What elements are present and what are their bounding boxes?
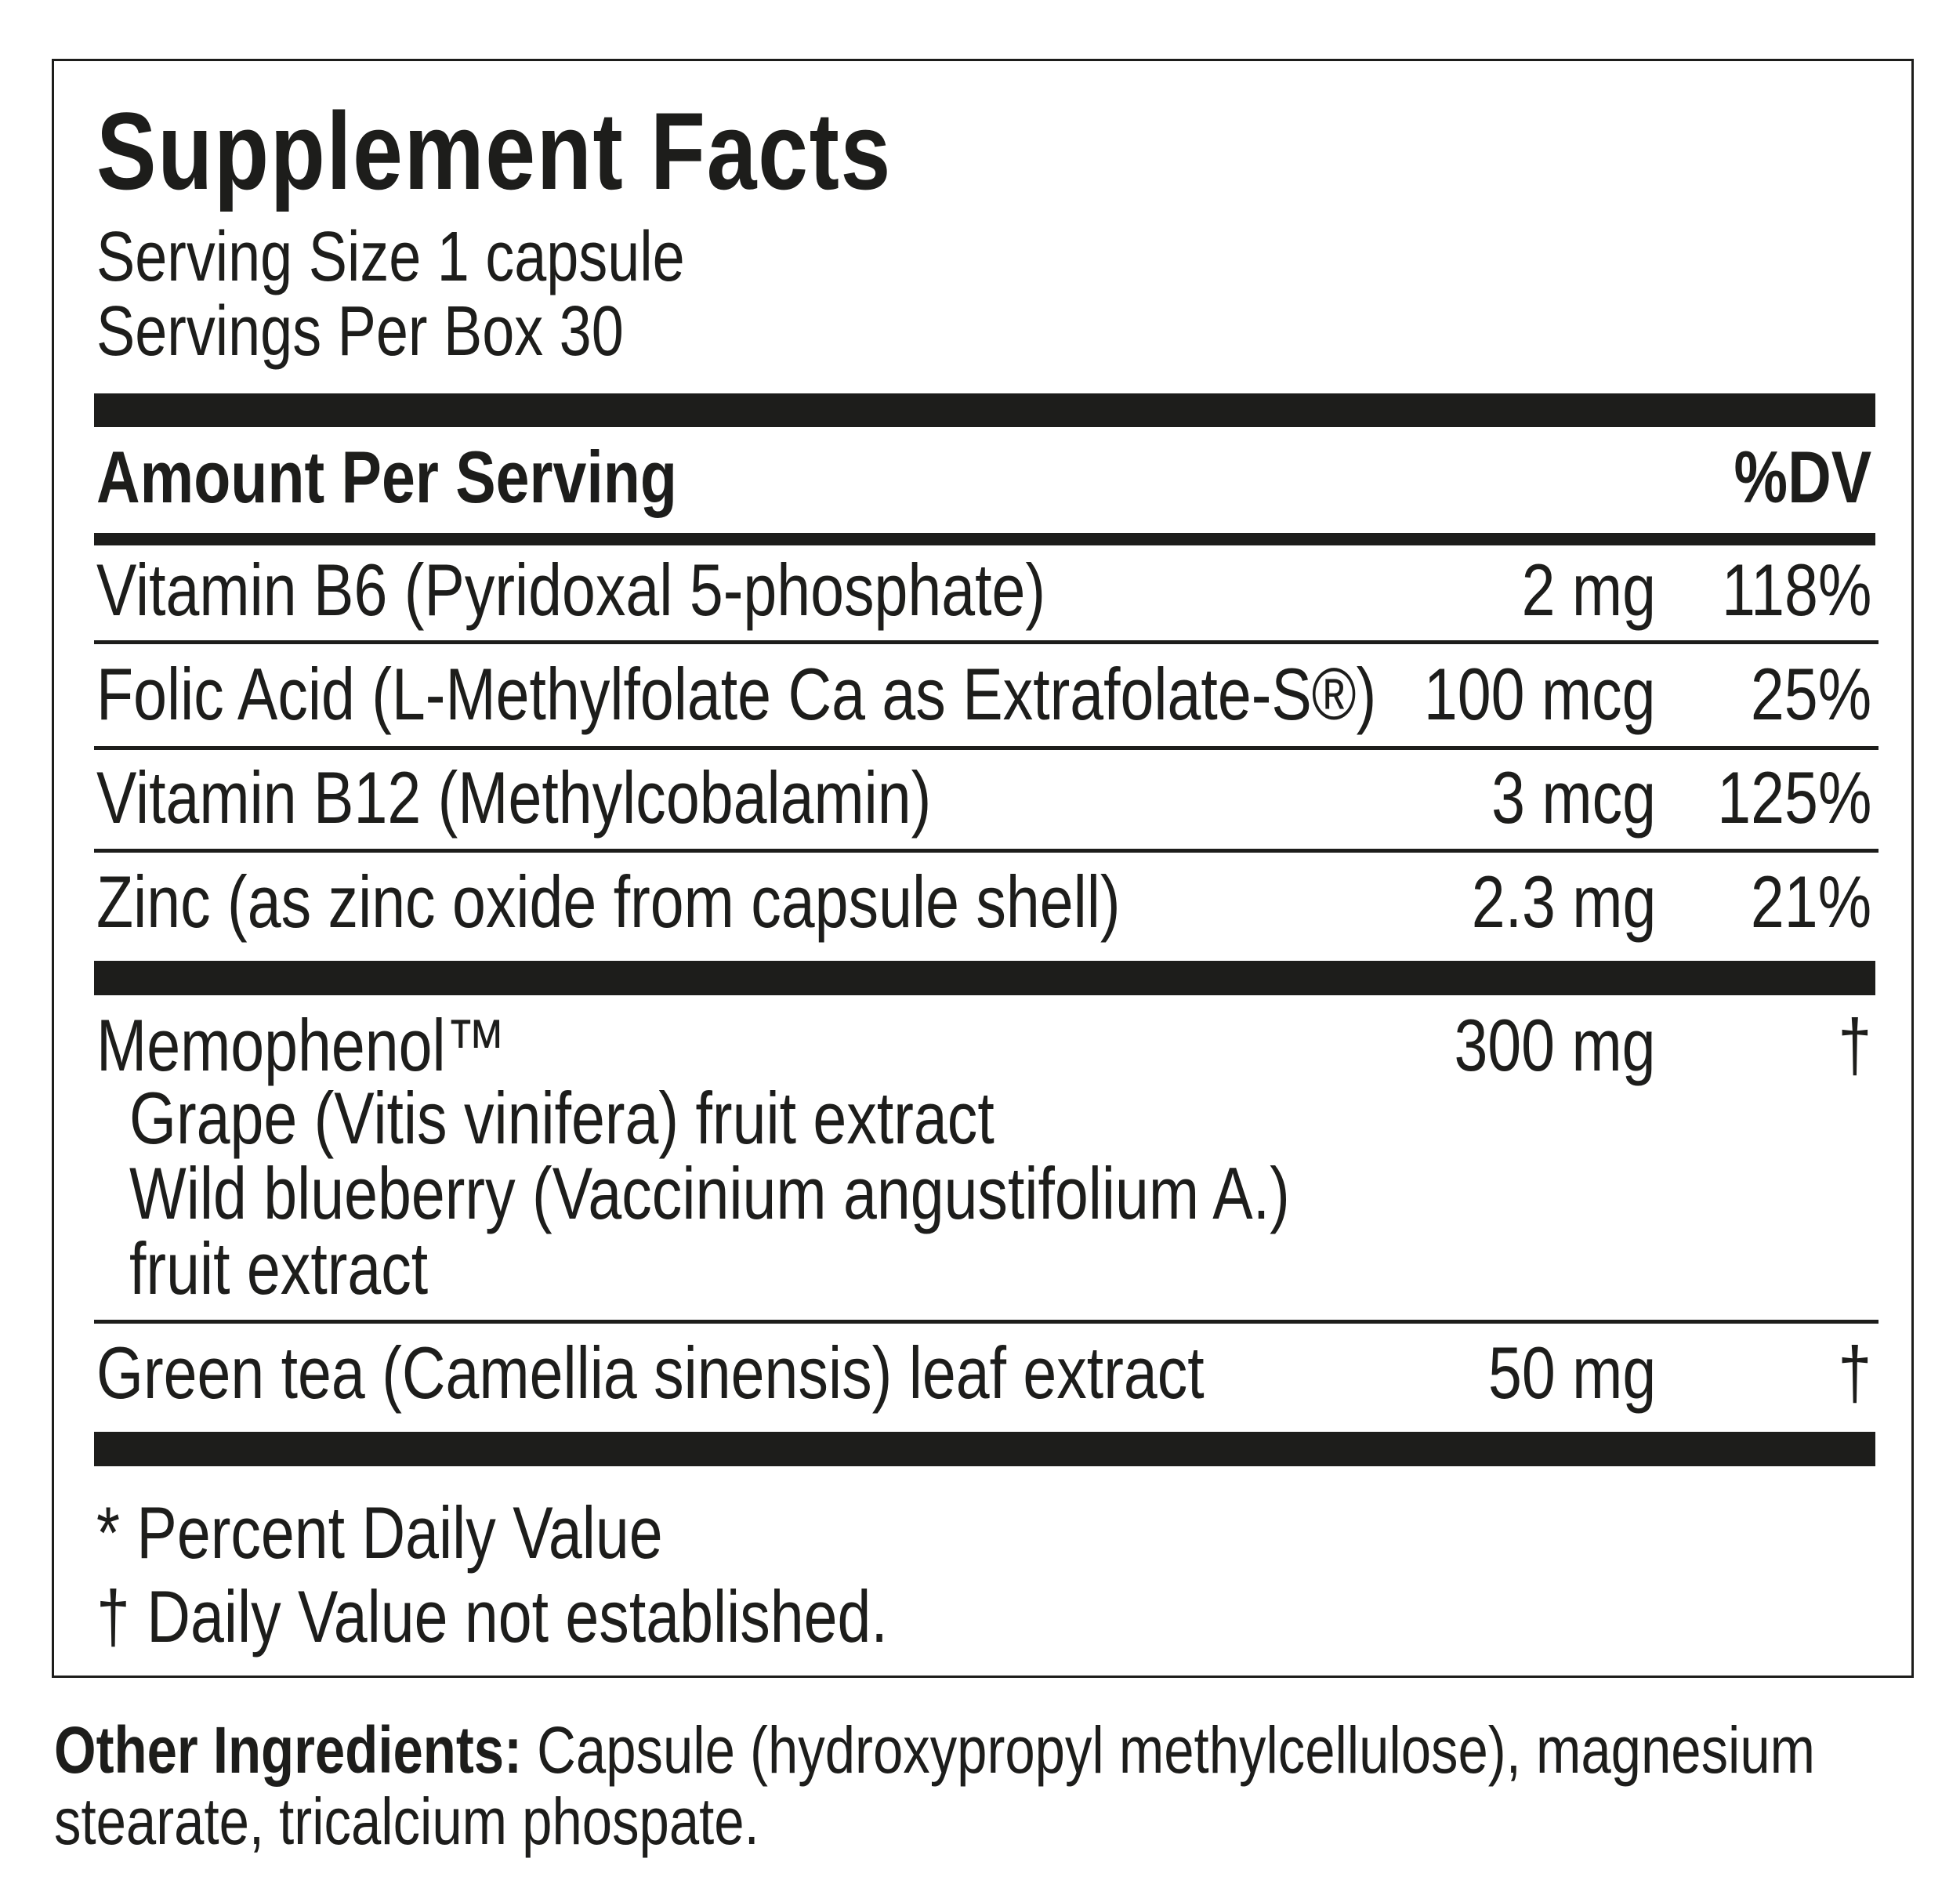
blend-name: Memophenol™ [96,1004,506,1086]
nutrient-dv: 118% [1721,549,1871,631]
nutrient-amount: 2 mg [1521,549,1656,631]
nutrient-dv: 125% [1716,756,1871,839]
ingredient-amount: 50 mg [1487,1331,1656,1414]
panel-title: Supplement Facts [96,89,892,212]
nutrient-amount: 100 mcg [1424,653,1656,735]
nutrient-dv: 25% [1750,653,1871,735]
medium-divider [94,533,1875,545]
blend-amount: 300 mg [1454,1004,1656,1086]
serving-size: Serving Size 1 capsule [96,218,685,296]
blend-ingredient: Wild blueberry (Vaccinium angustifolium … [129,1152,1290,1234]
row-divider [94,640,1878,644]
nutrient-name: Zinc (as zinc oxide from capsule shell) [96,860,1121,943]
other-ingredients-text: Capsule (hydroxypropyl methylcellulose),… [522,1713,1816,1787]
other-ingredients-line2: stearate, tricalcium phospate. [54,1784,759,1858]
thick-divider [94,393,1875,427]
ingredient-name: Green tea (Camellia sinensis) leaf extra… [96,1331,1205,1414]
thick-divider [94,1432,1875,1466]
dv-header: %DV [1734,436,1871,518]
other-ingredients-label: Other Ingredients: [54,1713,523,1787]
nutrient-dv: 21% [1750,860,1871,943]
nutrient-name: Folic Acid (L-Methylfolate Ca as Extrafo… [96,653,1377,735]
amount-per-serving-header: Amount Per Serving [96,436,677,518]
footnote-dagger: † Daily Value not established. [96,1575,888,1657]
blend-ingredient: fruit extract [129,1227,429,1310]
servings-per-container: Servings Per Box 30 [96,292,624,371]
nutrient-name: Vitamin B6 (Pyridoxal 5-phosphate) [96,549,1046,631]
blend-ingredient: Grape (Vitis vinifera) fruit extract [129,1077,994,1159]
footnote-dv: * Percent Daily Value [96,1491,663,1574]
other-ingredients-line1: Other Ingredients: Capsule (hydroxypropy… [54,1712,1815,1788]
nutrient-amount: 3 mcg [1491,756,1656,839]
thick-divider [94,961,1875,995]
blend-dv: † [1838,1004,1871,1086]
nutrient-name: Vitamin B12 (Methylcobalamin) [96,756,932,839]
supplement-facts-panel [52,59,1914,1678]
ingredient-dv: † [1838,1331,1871,1414]
nutrient-amount: 2.3 mg [1471,860,1656,943]
row-divider [94,746,1878,750]
row-divider [94,1320,1878,1324]
row-divider [94,849,1878,853]
